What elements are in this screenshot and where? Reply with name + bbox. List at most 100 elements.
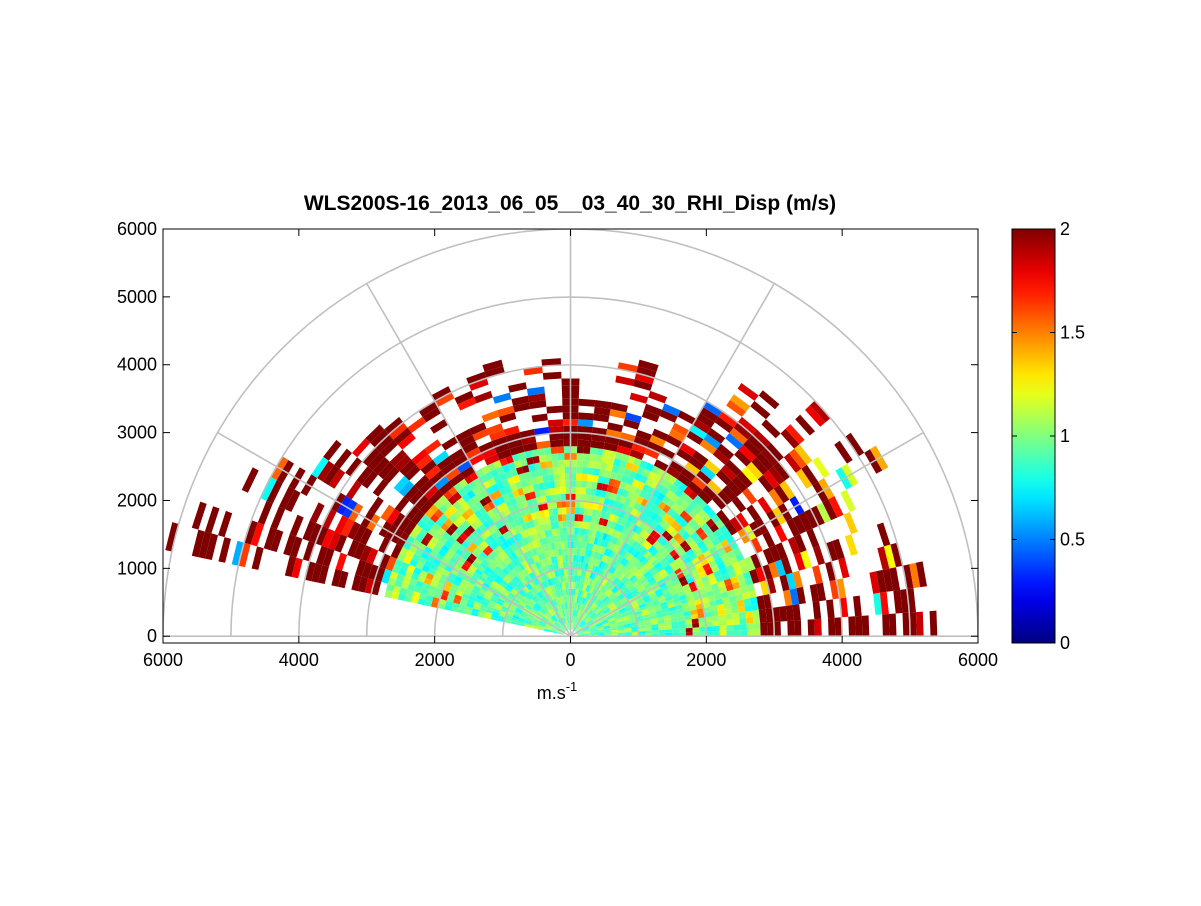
- data-cell: [583, 446, 591, 454]
- chart-title: WLS200S-16_2013_06_05__03_40_30_RHI_Disp…: [304, 192, 836, 215]
- data-cell: [355, 559, 367, 577]
- azimuth-spoke: [570, 431, 924, 637]
- data-cell: [588, 460, 596, 469]
- data-cell: [648, 556, 657, 564]
- data-cell: [584, 528, 590, 536]
- data-cell: [739, 623, 747, 631]
- data-cell: [508, 592, 516, 599]
- data-cell: [684, 615, 692, 621]
- data-cell: [535, 569, 541, 577]
- data-cell: [637, 359, 659, 372]
- data-cell: [487, 534, 496, 543]
- data-cell: [567, 622, 570, 630]
- data-cell: [578, 582, 582, 590]
- data-cell: [425, 465, 441, 480]
- data-cell: [699, 631, 707, 637]
- data-cell: [657, 501, 667, 510]
- data-cell: [735, 552, 745, 562]
- data-cell: [590, 612, 596, 618]
- data-cell: [542, 573, 548, 581]
- data-cell: [699, 439, 717, 455]
- data-cell: [758, 390, 780, 410]
- data-cell: [656, 613, 664, 618]
- data-cell: [493, 460, 502, 469]
- data-cell: [543, 580, 549, 588]
- data-cell: [726, 550, 736, 559]
- data-cell: [572, 595, 575, 603]
- data-cell: [625, 570, 632, 578]
- data-cell: [810, 505, 825, 526]
- data-cell: [596, 448, 604, 456]
- data-cell: [484, 614, 492, 620]
- data-cell: [576, 610, 579, 617]
- data-cell: [582, 460, 589, 468]
- data-cell: [616, 445, 632, 456]
- data-cell: [525, 543, 532, 551]
- data-cell: [740, 585, 749, 594]
- data-cell: [587, 508, 593, 516]
- data-cell: [620, 474, 629, 484]
- data-cell: [581, 569, 585, 577]
- data-cell: [658, 509, 667, 519]
- data-cell: [616, 621, 624, 625]
- data-cell: [592, 605, 598, 611]
- data-cell: [529, 589, 536, 596]
- data-cell: [636, 572, 644, 580]
- data-cell: [545, 603, 551, 610]
- data-cell: [555, 621, 562, 627]
- data-cell: [571, 615, 573, 623]
- data-cell: [599, 539, 606, 547]
- data-cell: [825, 561, 837, 582]
- data-cell: [498, 595, 506, 602]
- data-cell: [576, 631, 584, 635]
- data-cell: [584, 599, 589, 606]
- data-cell: [538, 591, 544, 598]
- data-cell: [404, 485, 419, 501]
- data-cell: [595, 574, 601, 582]
- data-cell: [528, 393, 546, 403]
- data-cell: [474, 509, 483, 519]
- data-cell: [710, 605, 718, 612]
- data-cell: [597, 503, 604, 512]
- data-cell: [410, 572, 420, 581]
- data-cell: [539, 461, 547, 470]
- data-cell: [643, 570, 651, 578]
- data-cell: [500, 579, 509, 587]
- data-cell: [404, 464, 421, 481]
- data-cell: [582, 453, 590, 461]
- data-cell: [585, 618, 592, 624]
- data-cell: [553, 614, 558, 621]
- data-cell: [590, 515, 596, 524]
- data-cell: [399, 459, 416, 476]
- data-cell: [555, 605, 560, 612]
- data-cell: [533, 617, 541, 622]
- data-cell: [436, 566, 445, 574]
- data-cell: [542, 502, 549, 511]
- data-cell: [666, 567, 675, 576]
- data-cell: [545, 625, 552, 629]
- data-cell: [597, 630, 605, 633]
- data-cell: [646, 509, 655, 519]
- data-cell: [697, 508, 707, 519]
- data-cell: [620, 575, 628, 583]
- data-cell: [576, 541, 581, 549]
- data-cell: [751, 457, 769, 475]
- data-cell: [474, 546, 483, 555]
- data-cell: [681, 531, 691, 541]
- data-cell: [488, 542, 497, 551]
- data-cell: [876, 522, 891, 547]
- data-cell: [714, 556, 724, 565]
- data-cell: [828, 496, 844, 518]
- data-cell: [652, 572, 661, 580]
- data-cell: [606, 590, 613, 598]
- data-cell: [528, 505, 535, 514]
- data-cell: [591, 604, 597, 611]
- data-cell: [565, 623, 569, 630]
- data-cell: [549, 618, 555, 624]
- data-cell: [612, 544, 619, 553]
- data-cell: [423, 484, 439, 500]
- data-cell: [623, 623, 631, 627]
- data-cell: [736, 471, 753, 488]
- data-cell: [595, 622, 602, 626]
- data-cell: [544, 447, 552, 455]
